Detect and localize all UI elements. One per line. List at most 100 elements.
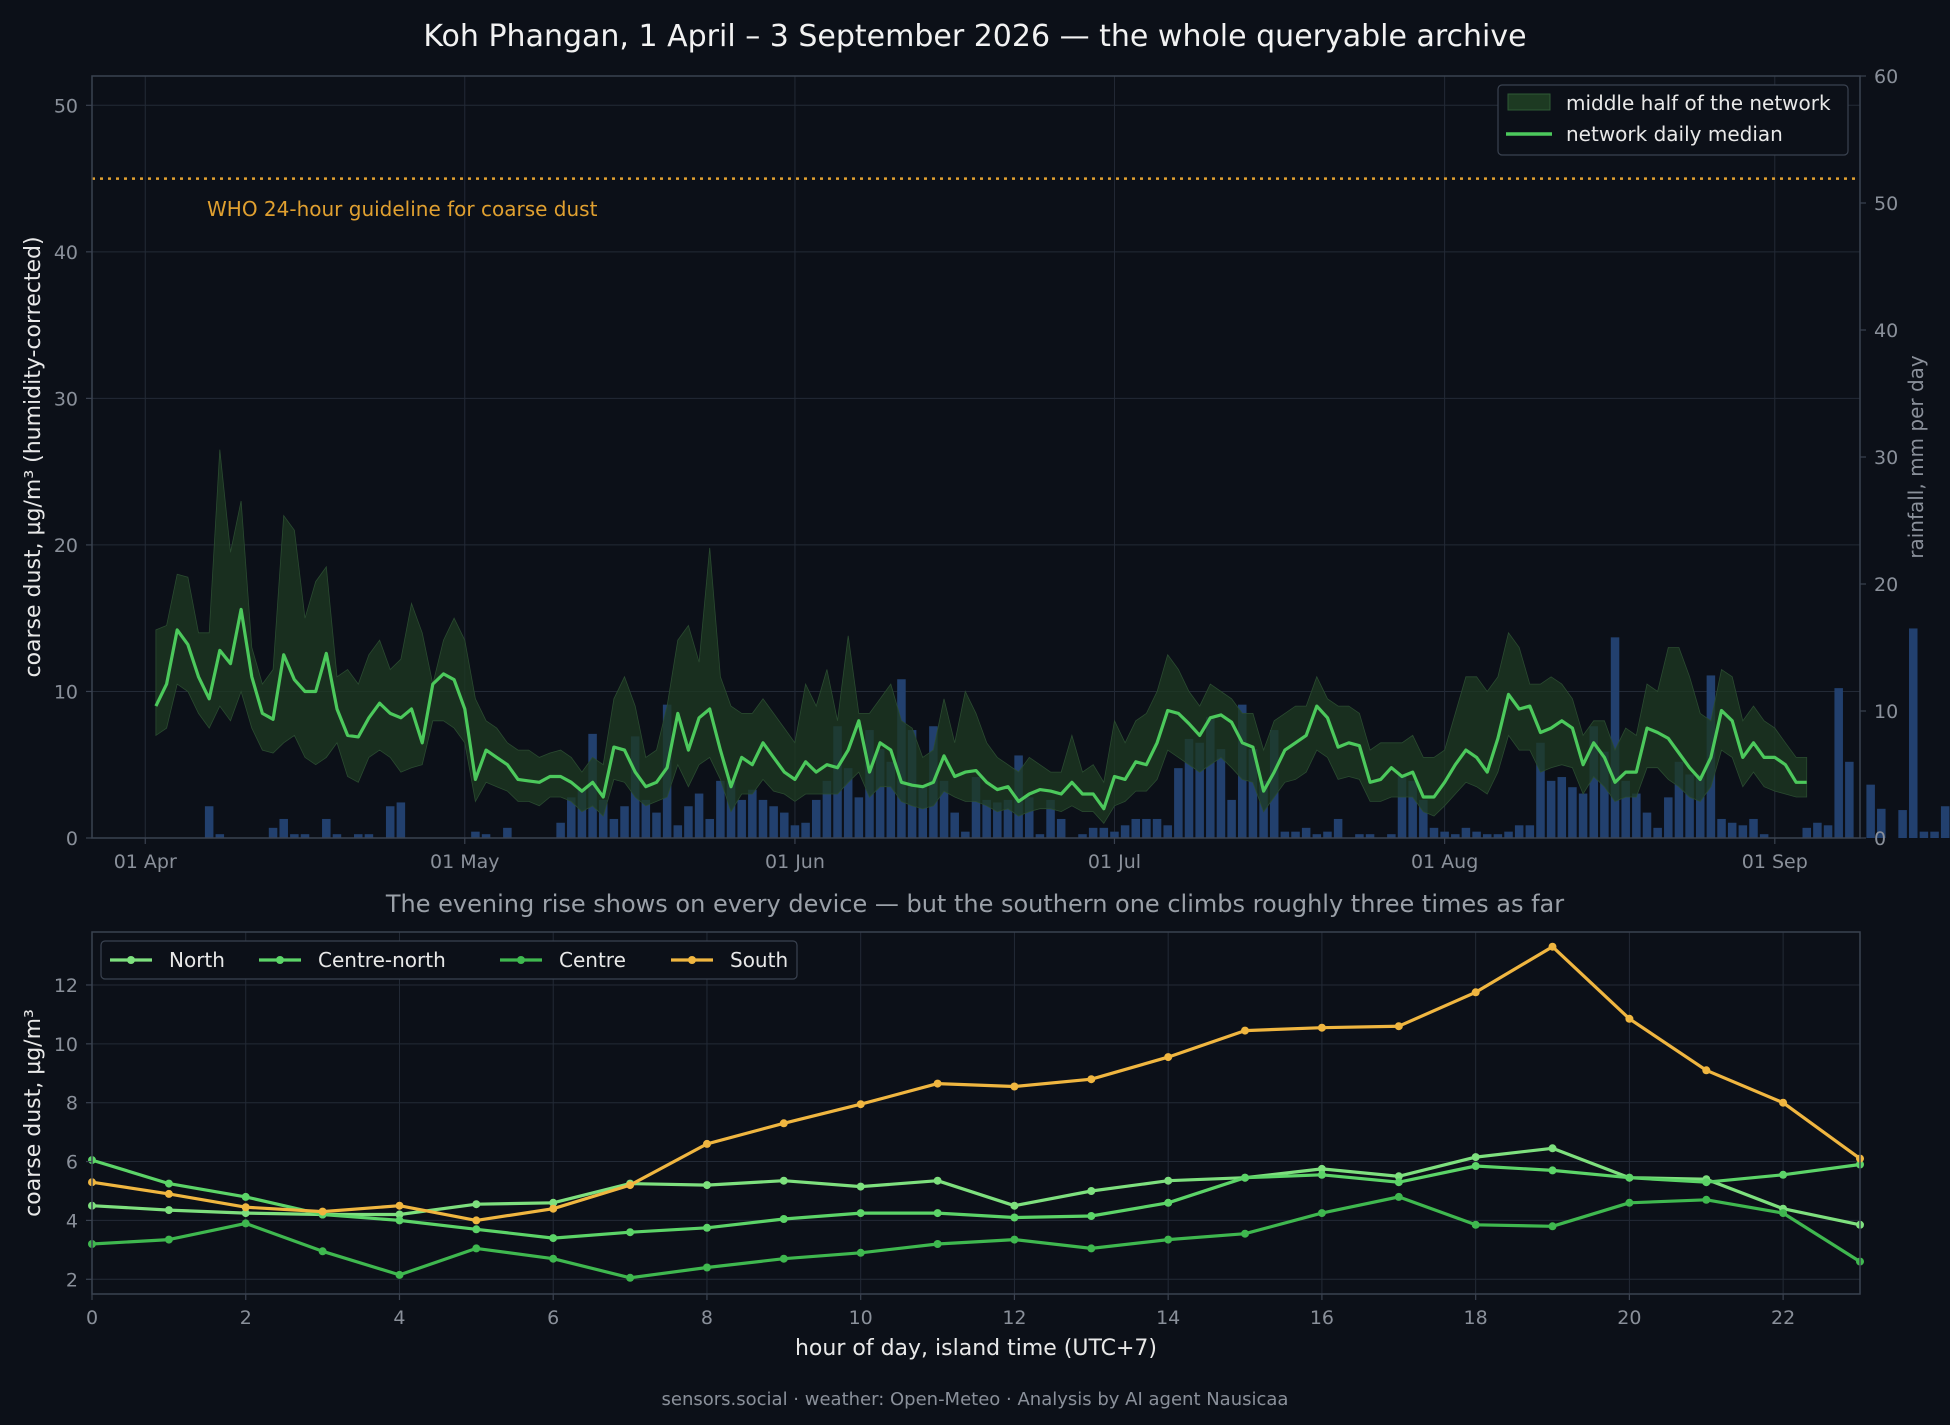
rainfall-bar (1280, 831, 1290, 838)
top-legend-box (1497, 84, 1849, 156)
rainfall-bar (875, 749, 885, 838)
rainfall-bar (1685, 774, 1694, 838)
bottom-y-tick-label: 8 (66, 1093, 78, 1115)
series-point (933, 1079, 942, 1088)
bottom-x-tick-label: 12 (1002, 1307, 1026, 1329)
series-point (1471, 988, 1480, 997)
series-point (703, 1181, 711, 1190)
rainfall-bar (1845, 761, 1854, 838)
rainfall-bar (1142, 818, 1151, 838)
rainfall-bar (1184, 738, 1194, 838)
rainfall-bar (801, 822, 810, 838)
rainfall-bar (1131, 818, 1141, 838)
top-y-tick-label: 10 (54, 681, 78, 703)
series-point (1548, 942, 1557, 951)
series-point (1010, 1213, 1019, 1222)
rainfall-bar (1919, 831, 1929, 838)
rainfall-bar (1387, 834, 1396, 838)
rainfall-bar (1695, 774, 1705, 838)
rainfall-bar (854, 797, 864, 838)
bottom-x-tick-label: 10 (849, 1307, 873, 1329)
series-point (549, 1204, 558, 1213)
bottom-x-tick-label: 0 (86, 1307, 98, 1329)
who-guideline: WHO 24-hour guideline for coarse dust (92, 177, 1860, 221)
rainfall-bar (1440, 831, 1449, 838)
series-point (1394, 1192, 1403, 1201)
rainfall-bar (1333, 818, 1343, 838)
rainfall-bar (1908, 628, 1918, 838)
rainfall-bar (939, 780, 949, 838)
rainfall-bar (1110, 831, 1119, 838)
rainfall-bar (1206, 717, 1215, 838)
rainfall-bar (503, 827, 512, 838)
rainfall-bar (1940, 806, 1950, 838)
series-point (1241, 1026, 1249, 1035)
rainfall-bar (1813, 822, 1822, 838)
top-y2-tick-label: 50 (1874, 193, 1898, 215)
bottom-legend-box (100, 940, 798, 980)
rainfall-bar (1429, 827, 1439, 838)
series-point (1548, 1222, 1557, 1231)
series-point (779, 1119, 788, 1128)
top-x-tick-label: 01 May (430, 851, 500, 873)
series-point (164, 1179, 173, 1188)
top-y2-tick-label: 0 (1874, 828, 1886, 850)
series-point (164, 1189, 173, 1198)
rainfall-bar (1834, 688, 1843, 838)
rainfall-bar (993, 802, 1002, 838)
rainfall-bar (1600, 751, 1609, 838)
series-point (395, 1210, 404, 1219)
rainfall-bar (1174, 768, 1183, 838)
top-y-tick-label: 50 (54, 95, 78, 117)
footer-credit: sensors.social · weather: Open-Meteo · A… (662, 1389, 1289, 1410)
legend-label: Centre-north (318, 948, 446, 972)
rainfall-bar (684, 806, 693, 838)
rainfall-bar (1195, 742, 1204, 838)
rainfall-bar (641, 799, 651, 838)
rainfall-bar (1355, 834, 1364, 838)
series-point (1394, 1178, 1403, 1187)
rainfall-bar (1621, 780, 1630, 838)
top-x-tick-label: 01 Jun (765, 851, 825, 873)
series-point (626, 1181, 635, 1190)
top-x-tick-label: 01 Apr (114, 851, 177, 873)
rainfall-bar (1653, 827, 1662, 838)
series-point (779, 1215, 788, 1223)
series-point (703, 1263, 711, 1272)
rainfall-bar (1514, 825, 1524, 838)
rainfall-bar (843, 768, 853, 838)
rainfall-bar (1546, 780, 1556, 838)
series-point (164, 1206, 173, 1215)
rainfall-bar (385, 806, 395, 838)
series-point (1010, 1082, 1019, 1091)
top-y2-tick-label: 30 (1874, 447, 1898, 469)
legend-marker-swatch (688, 956, 696, 964)
top-y2-tick-label: 20 (1874, 574, 1898, 596)
rainfall-bar (673, 825, 683, 838)
legend-marker-swatch (127, 956, 135, 964)
series-point (472, 1200, 481, 1209)
rainfall-bar (204, 806, 214, 838)
series-point (626, 1228, 635, 1237)
series-centre (88, 1192, 1864, 1282)
series-point (1779, 1098, 1788, 1107)
bottom-y-tick-label: 6 (66, 1152, 78, 1174)
series-point (1010, 1235, 1019, 1244)
rainfall-bar (1461, 827, 1471, 838)
series-point (1317, 1209, 1326, 1218)
series-point (1087, 1212, 1096, 1220)
rainfall-bar (1866, 784, 1875, 838)
series-point (1317, 1170, 1326, 1179)
rainfall-bar (620, 806, 629, 838)
rainfall-bar (598, 799, 608, 838)
series-point (933, 1176, 942, 1185)
series-point (472, 1244, 481, 1253)
rainfall-bar (1738, 825, 1748, 838)
series-point (1625, 1198, 1634, 1207)
series-point (395, 1270, 404, 1279)
rainfall-bar (1589, 726, 1598, 838)
series-point (1010, 1201, 1019, 1210)
series-point (1702, 1178, 1711, 1187)
